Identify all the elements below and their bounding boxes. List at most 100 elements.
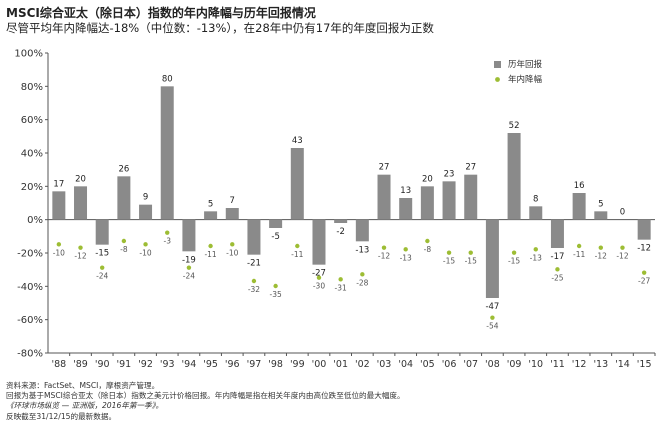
return-bar bbox=[182, 219, 196, 252]
y-tick-label: 40% bbox=[21, 149, 43, 160]
drawdown-label: -28 bbox=[356, 278, 368, 287]
drawdown-label: -12 bbox=[595, 252, 607, 261]
drawdown-dot bbox=[295, 243, 300, 249]
y-tick-label: 100% bbox=[14, 49, 43, 60]
drawdown-dot bbox=[360, 272, 365, 277]
bar-value-label: 5 bbox=[598, 199, 603, 209]
x-tick-label: '03 bbox=[377, 359, 392, 370]
bar-value-label: 52 bbox=[509, 121, 520, 131]
return-bar bbox=[464, 174, 478, 220]
x-tick-label: '05 bbox=[420, 359, 435, 370]
drawdown-dot bbox=[555, 267, 560, 272]
x-tick-label: '06 bbox=[442, 359, 457, 370]
drawdown-dot bbox=[208, 243, 213, 249]
drawdown-dot bbox=[620, 245, 625, 250]
drawdown-label: -11 bbox=[204, 250, 216, 259]
bar-value-label: 27 bbox=[379, 163, 390, 173]
drawdown-dot bbox=[165, 230, 170, 235]
drawdown-label: -31 bbox=[335, 283, 347, 292]
drawdown-dot bbox=[641, 270, 647, 275]
x-tick-label: '02 bbox=[355, 359, 370, 370]
x-tick-label: '08 bbox=[485, 359, 500, 370]
drawdown-label: -54 bbox=[486, 322, 498, 331]
footnotes: 资料来源：FactSet、MSCI，摩根资产管理。 回报为基于MSCI综合亚太（… bbox=[6, 381, 405, 422]
y-tick-label: 20% bbox=[21, 182, 43, 193]
x-tick-label: '01 bbox=[333, 359, 348, 370]
y-tick-label: 0% bbox=[27, 215, 43, 226]
x-tick-label: '97 bbox=[247, 359, 262, 370]
bar-value-label: 20 bbox=[422, 174, 433, 184]
chart-title: MSCI综合亚太（除日本）指数的年内降幅与历年回报情况 bbox=[6, 6, 316, 20]
x-tick-label: '99 bbox=[290, 359, 305, 370]
drawdown-label: -8 bbox=[120, 245, 128, 254]
drawdown-dot bbox=[490, 315, 495, 320]
x-tick-label: '10 bbox=[528, 359, 543, 370]
footnote-publication: 《环球市场纵览 — 亚洲版，2016年第一季》。 bbox=[6, 401, 164, 411]
bar-value-label: -13 bbox=[355, 245, 369, 255]
bar-value-label: -2 bbox=[336, 227, 344, 237]
return-bar bbox=[355, 219, 369, 242]
drawdown-label: -10 bbox=[139, 248, 151, 257]
return-bar bbox=[420, 186, 434, 220]
x-tick-label: '11 bbox=[550, 359, 565, 370]
x-tick-label: '98 bbox=[268, 359, 283, 370]
return-bar bbox=[312, 219, 326, 265]
return-bar bbox=[399, 198, 413, 220]
drawdown-dot bbox=[230, 242, 235, 247]
drawdown-label: -13 bbox=[400, 253, 412, 262]
drawdown-dot bbox=[338, 277, 343, 282]
y-tick-label: -20% bbox=[17, 249, 43, 260]
x-tick-label: '93 bbox=[160, 359, 175, 370]
drawdown-dot bbox=[403, 247, 408, 252]
legend-dot-swatch bbox=[495, 77, 500, 82]
x-tick-label: '92 bbox=[138, 359, 153, 370]
drawdown-dot bbox=[78, 245, 83, 250]
return-bar bbox=[507, 133, 521, 220]
legend-label-returns: 历年回报 bbox=[508, 59, 543, 70]
bar-value-label: 20 bbox=[75, 174, 86, 184]
bar-value-label: -17 bbox=[551, 252, 565, 262]
bar-value-label: 8 bbox=[533, 194, 538, 204]
return-bar bbox=[485, 219, 499, 298]
drawdown-dot bbox=[99, 265, 105, 270]
drawdown-label: -32 bbox=[248, 285, 260, 294]
bar-value-label: -27 bbox=[312, 269, 326, 279]
x-tick-label: '04 bbox=[398, 359, 413, 370]
return-bar bbox=[52, 191, 66, 220]
drawdown-label: -11 bbox=[573, 250, 585, 259]
return-bar bbox=[290, 148, 304, 220]
bar-value-label: 9 bbox=[143, 193, 148, 203]
x-tick-label: '14 bbox=[615, 359, 630, 370]
drawdown-label: -15 bbox=[443, 257, 455, 266]
return-bar bbox=[139, 204, 153, 220]
x-tick-label: '09 bbox=[507, 359, 522, 370]
bar-value-label: -5 bbox=[271, 232, 279, 242]
bar-value-label: -12 bbox=[637, 244, 651, 254]
footnote-definition: 回报为基于MSCI综合亚太（除日本）指数之美元计价格回报。年内降幅是指在相关年度… bbox=[6, 391, 405, 401]
drawdown-label: -27 bbox=[638, 277, 650, 286]
legend-bar-swatch bbox=[494, 61, 501, 68]
drawdown-dot bbox=[121, 238, 127, 244]
bar-value-label: -47 bbox=[485, 302, 499, 312]
chart-subtitle: 尽管平均年内降幅达-18%（中位数：-13%），在28年中仍有17年的年度回报为… bbox=[6, 21, 434, 35]
x-tick-label: '94 bbox=[182, 359, 197, 370]
bar-value-label: 26 bbox=[118, 164, 129, 174]
y-tick-label: 60% bbox=[21, 115, 43, 126]
drawdown-label: -3 bbox=[163, 237, 171, 246]
return-bar bbox=[225, 208, 239, 220]
bar-value-label: 27 bbox=[465, 163, 476, 173]
y-tick-label: -60% bbox=[17, 315, 43, 326]
drawdown-label: -24 bbox=[183, 272, 195, 281]
bar-value-label: 5 bbox=[208, 199, 213, 209]
drawdown-label: -10 bbox=[53, 248, 65, 257]
drawdown-dot bbox=[251, 278, 257, 284]
return-bar bbox=[572, 193, 586, 220]
x-tick-label: '12 bbox=[572, 359, 587, 370]
bar-chart: -80% -60% -40% -20% 0% 20% 40% 60% 80% 100% 17 -10 '… bbox=[14, 49, 656, 370]
drawdown-dot bbox=[533, 247, 538, 252]
return-bar bbox=[160, 86, 174, 220]
drawdown-label: -24 bbox=[96, 272, 108, 281]
bar-value-label: 7 bbox=[230, 196, 235, 206]
drawdown-label: -35 bbox=[270, 290, 282, 299]
drawdown-dot bbox=[143, 242, 148, 247]
